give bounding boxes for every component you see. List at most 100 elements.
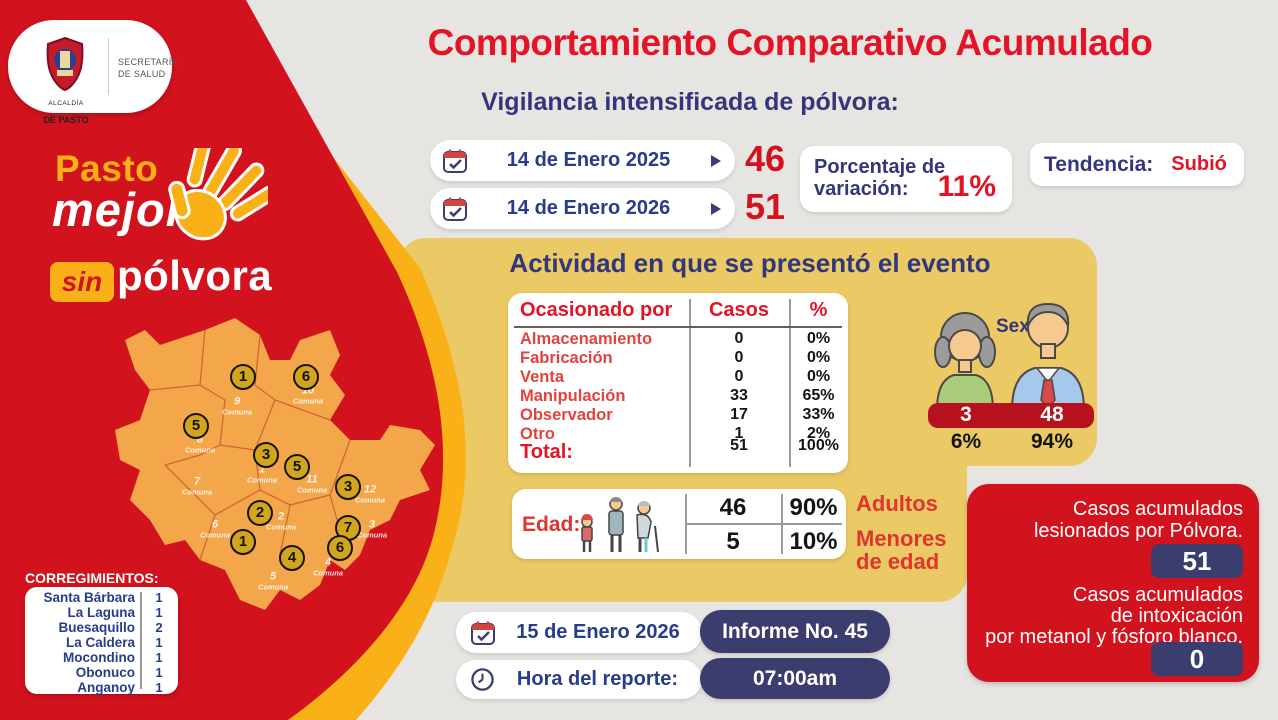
table-row: Observador 17 33% (520, 406, 835, 424)
comuna-badge-11: 5 (284, 454, 310, 480)
comuna-label-2: 2 Comuna (266, 510, 296, 531)
calendar-icon (443, 149, 467, 173)
comparison-row-2025: 14 de Enero 2025 (430, 140, 735, 181)
comuna-badge-5: 4 (279, 545, 305, 571)
comuna-label-12: 12 Comuna (355, 483, 385, 504)
comuna-label-9: 9 Comuna (222, 395, 252, 416)
table-header-label: Ocasionado por (520, 299, 673, 321)
logo-badge: ALCALDÍA DE PASTO SECRETARÍA DE SALUD (8, 20, 178, 125)
edad-adultos-pct: 90% (789, 494, 838, 521)
comuna-badge-4: 6 (327, 535, 353, 561)
report-hour-pill: Hora del reporte: (456, 660, 702, 699)
calendar-icon (443, 197, 467, 221)
table-row: Fabricación 0 0% (520, 349, 831, 367)
table-row: Venta 0 0% (520, 368, 831, 386)
edad-table: Edad: 46 90% 5 10% (512, 489, 846, 559)
variation-box: Porcentaje de variación: 11% (800, 146, 1012, 212)
sexo-male-value: 48 (1040, 403, 1064, 426)
corregimientos-divider (140, 592, 142, 689)
corregimiento-row: Anganoy 1 (77, 680, 163, 695)
sexo-bar: 3 48 (928, 403, 1094, 428)
comuna-badge-1: 3 (253, 442, 279, 468)
lesionados-value: 51 (1151, 544, 1243, 578)
comparison-date: 14 de Enero 2025 (506, 149, 671, 171)
lesionados-line1: Casos acumulados (1072, 498, 1243, 520)
corregimiento-row: La Laguna 1 (67, 605, 163, 620)
calendar-icon (471, 621, 495, 645)
table-header-pct: % (809, 299, 828, 321)
corregimiento-row: Buesaquillo 2 (58, 620, 163, 635)
hand-icon (168, 148, 268, 241)
comuna-badge-8: 5 (183, 413, 209, 439)
comuna-label-5: 5 Comuna (258, 570, 288, 591)
sexo-female-value: 3 (960, 403, 972, 426)
table-column-divider (689, 299, 691, 467)
corregimiento-row: Obonuco 1 (75, 665, 163, 680)
edad-group-adultos: Adultos (856, 491, 938, 516)
table-header-casos: Casos (708, 299, 770, 321)
intoxicacion-line1: Casos acumulados (1072, 584, 1243, 606)
edad-menores-pct: 10% (789, 528, 838, 555)
corregimiento-row: Santa Bárbara 1 (43, 590, 163, 605)
corregimientos-table: Santa Bárbara 1 La Laguna 1 Buesaquillo 2 L… (25, 587, 178, 695)
logo-divider (108, 38, 109, 95)
comuna-label-11: 11 Comuna (297, 473, 327, 494)
edad-label: Edad: (522, 513, 581, 536)
comparison-row-2026: 14 de Enero 2026 (430, 188, 735, 229)
arrow-right-icon (711, 202, 721, 215)
edad-row-divider (685, 523, 842, 525)
alcaldia-line1: ALCALDÍA (48, 100, 84, 107)
comparison-value-2025: 46 (745, 138, 786, 179)
arrow-right-icon (711, 154, 721, 167)
alcaldia-label: ALCALDÍA DE PASTO (36, 92, 96, 127)
comparison-value-2026: 51 (745, 186, 786, 227)
table-row: Otro 1 2% (520, 425, 831, 443)
variation-label: Porcentaje de variación: (814, 156, 946, 201)
table-column-divider (789, 299, 791, 467)
alcaldia-line2: DE PASTO (43, 114, 89, 125)
intoxicacion-line2: de intoxicación (1110, 605, 1243, 627)
report-number-pill: Informe No. 45 (700, 610, 890, 653)
variation-value: 11% (937, 170, 996, 203)
edad-menores-value: 5 (726, 528, 740, 555)
page-title: Comportamiento Comparativo Acumulado (427, 22, 1153, 63)
corregimiento-row: Mocondino 1 (63, 650, 163, 665)
brand-pasto: Pasto (55, 148, 159, 189)
male-icon (1010, 302, 1086, 410)
report-hour-value-pill: 07:00am (700, 658, 890, 699)
brand-mejor: mejor (52, 183, 185, 236)
intoxicacion-value: 0 (1151, 642, 1243, 676)
table-header-underline (514, 326, 842, 328)
table-row: Manipulación 33 65% (520, 387, 835, 405)
brand-polvora: pólvora (117, 252, 273, 299)
sexo-female-pct: 6% (950, 430, 982, 453)
lesionados-line2: lesionados por Pólvora. (1033, 520, 1243, 542)
trend-box: Tendencia: Subió (1030, 143, 1244, 186)
edad-adultos-value: 46 (719, 494, 747, 521)
comuna-label-1: 1 Comuna (247, 463, 277, 484)
comuna-badge-9: 1 (230, 364, 256, 390)
report-hour-label: Hora del reporte: (516, 668, 679, 690)
comuna-badge-2: 2 (247, 500, 273, 526)
comparison-date: 14 de Enero 2026 (506, 197, 671, 219)
table-row: Almacenamiento 0 0% (520, 330, 831, 348)
clock-icon (471, 668, 494, 691)
comuna-badge-12: 3 (335, 474, 361, 500)
corregimientos-title: CORREGIMIENTOS: (25, 570, 159, 586)
alcaldia-crest-icon (46, 36, 84, 92)
brand-sin: sin (50, 262, 114, 302)
report-date: 15 de Enero 2026 (516, 621, 680, 643)
table-header-row: Ocasionado por Casos % (508, 299, 848, 323)
secretaria-label: SECRETARÍA DE SALUD (118, 57, 178, 80)
report-date-pill: 15 de Enero 2026 (456, 612, 702, 653)
trend-value: Subió (1171, 153, 1227, 175)
comuna-label-10: 10 Comuna (293, 384, 323, 405)
sexo-male-pct: 94% (1030, 430, 1074, 453)
page-subtitle: Vigilancia intensificada de pólvora: (481, 88, 899, 116)
comuna-label-6: 6 Comuna (200, 518, 230, 539)
trend-label: Tendencia: (1044, 152, 1154, 176)
comuna-label-4: 4 Comuna (313, 556, 343, 577)
comuna-label-8: 8 Comuna (185, 433, 215, 454)
corregimiento-row: La Caldera 1 (65, 635, 163, 650)
